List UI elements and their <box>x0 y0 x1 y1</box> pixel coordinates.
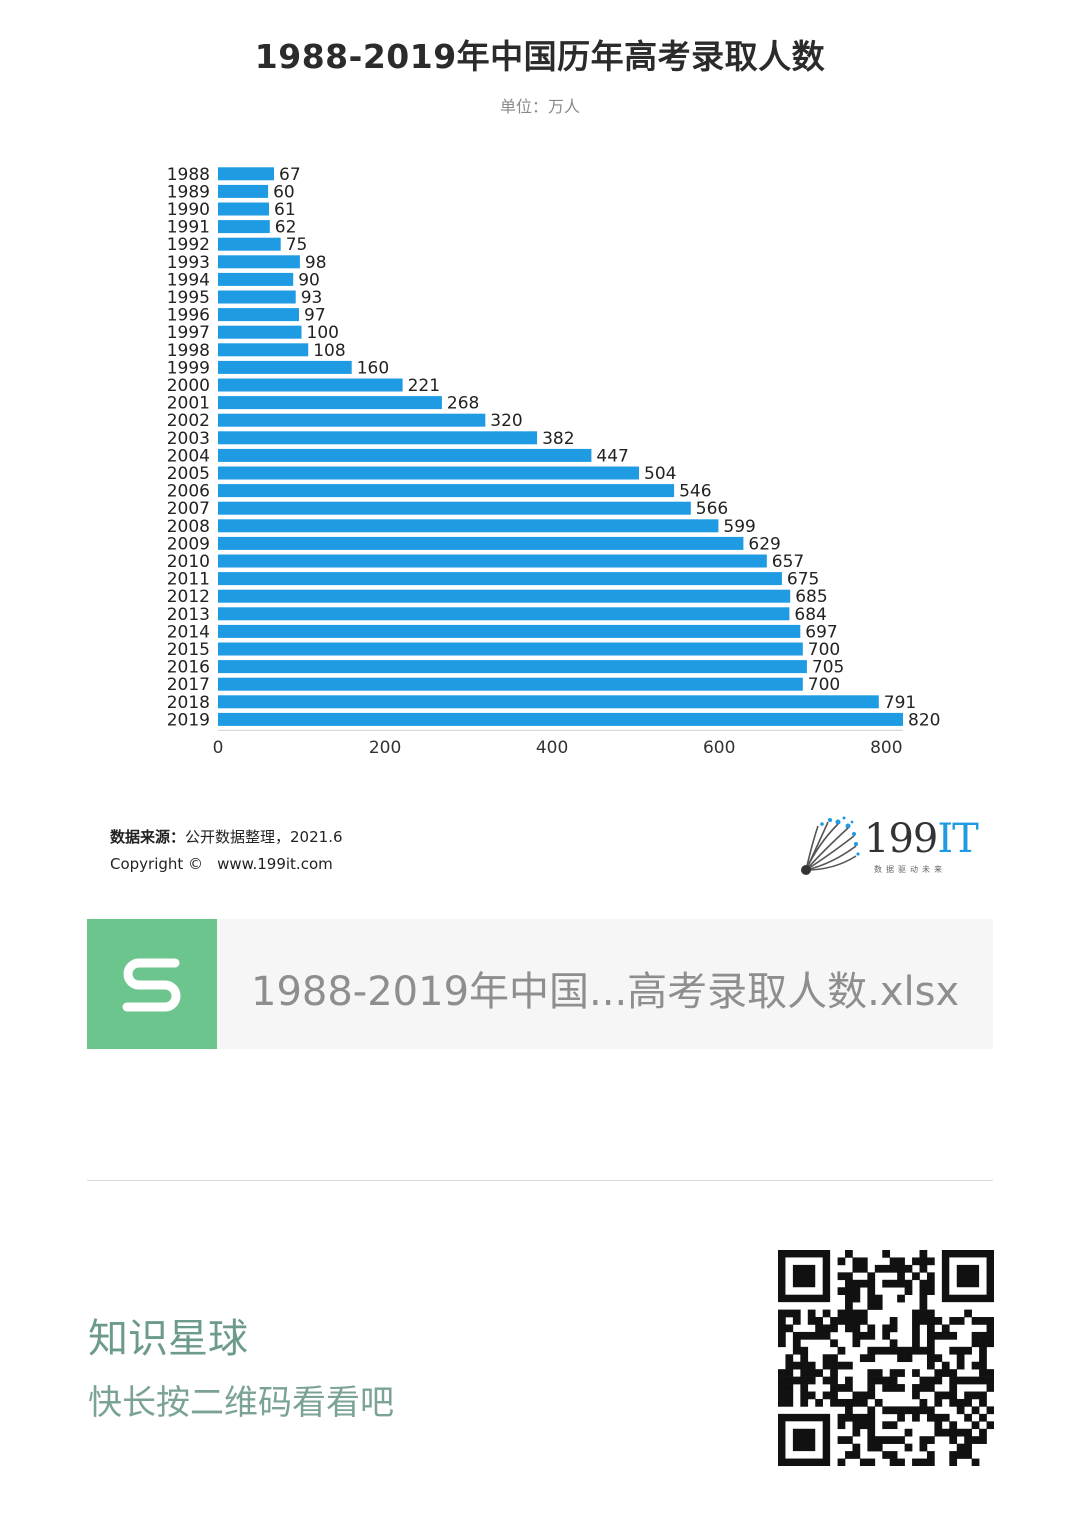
x-tick-label: 0 <box>213 738 224 758</box>
x-tick-label: 400 <box>536 738 568 758</box>
bar-chart: 1988 67 1989 60 1990 61 1991 62 1992 75 1993 98 1994… <box>0 150 1080 770</box>
bar-2015 <box>218 643 803 656</box>
bar-1991 <box>218 220 270 233</box>
website-url[interactable]: www.199it.com <box>217 855 333 873</box>
bar-2007 <box>218 502 691 515</box>
data-label: 700 <box>808 675 840 695</box>
bar-2011 <box>218 572 782 585</box>
bar-2000 <box>218 379 403 392</box>
y-tick-label: 2019 <box>167 710 210 730</box>
bar-1993 <box>218 255 300 268</box>
data-label: 320 <box>490 411 522 431</box>
data-source: 数据来源：公开数据整理，2021.6 <box>110 826 343 847</box>
data-label: 160 <box>357 358 389 378</box>
brand-logo: 199IT 数据驱动未来 <box>798 814 988 880</box>
bar-2006 <box>218 484 674 497</box>
bar-1988 <box>218 167 274 180</box>
bar-1997 <box>218 326 302 339</box>
x-tick-label: 800 <box>870 738 902 758</box>
qr-code-icon[interactable] <box>778 1250 994 1466</box>
bar-1998 <box>218 343 308 356</box>
bar-2002 <box>218 414 485 427</box>
bar-2001 <box>218 396 442 409</box>
bar-1990 <box>218 203 269 216</box>
data-label: 447 <box>596 446 628 466</box>
bar-2009 <box>218 537 743 550</box>
bar-2010 <box>218 555 767 568</box>
copyright-text: Copyright © <box>110 855 203 873</box>
file-attachment-card[interactable]: 1988-2019年中国...高考录取人数.xlsx <box>87 919 993 1049</box>
promo-subtitle: 快长按二维码看看吧 <box>88 1375 394 1424</box>
chart-unit-subtitle: 单位：万人 <box>0 93 1080 117</box>
bar-2019 <box>218 713 903 726</box>
bar-1989 <box>218 185 268 198</box>
spreadsheet-s-icon <box>87 919 217 1049</box>
bar-2012 <box>218 590 790 603</box>
bar-2013 <box>218 607 789 620</box>
bar-2017 <box>218 678 803 691</box>
bar-2016 <box>218 660 807 673</box>
data-label: 108 <box>313 341 345 361</box>
brand-name: 199IT <box>864 816 978 862</box>
data-label: 820 <box>908 710 940 730</box>
bar-1999 <box>218 361 352 374</box>
section-divider <box>87 1180 993 1181</box>
bar-1996 <box>218 308 299 321</box>
data-label: 268 <box>447 394 479 414</box>
x-tick-label: 600 <box>703 738 735 758</box>
bar-1992 <box>218 238 281 251</box>
bar-2014 <box>218 625 800 638</box>
bar-1994 <box>218 273 293 286</box>
data-label: 382 <box>542 429 574 449</box>
chart-title: 1988-2019年中国历年高考录取人数 <box>0 30 1080 78</box>
brand-tagline: 数据驱动未来 <box>874 864 946 875</box>
source-text: 公开数据整理，2021.6 <box>185 828 343 846</box>
bar-2008 <box>218 519 718 532</box>
data-label: 504 <box>644 464 676 484</box>
dandelion-logo-icon <box>798 814 862 880</box>
file-name[interactable]: 1988-2019年中国...高考录取人数.xlsx <box>251 959 959 1017</box>
bar-1995 <box>218 291 296 304</box>
promo-title: 知识星球 <box>88 1306 248 1364</box>
bar-2004 <box>218 449 591 462</box>
bar-2003 <box>218 431 537 444</box>
x-tick-label: 200 <box>369 738 401 758</box>
source-label: 数据来源： <box>110 828 185 846</box>
copyright-line: Copyright © www.199it.com <box>110 855 333 873</box>
data-label: 221 <box>408 376 440 396</box>
bar-2005 <box>218 467 639 480</box>
bar-2018 <box>218 695 879 708</box>
